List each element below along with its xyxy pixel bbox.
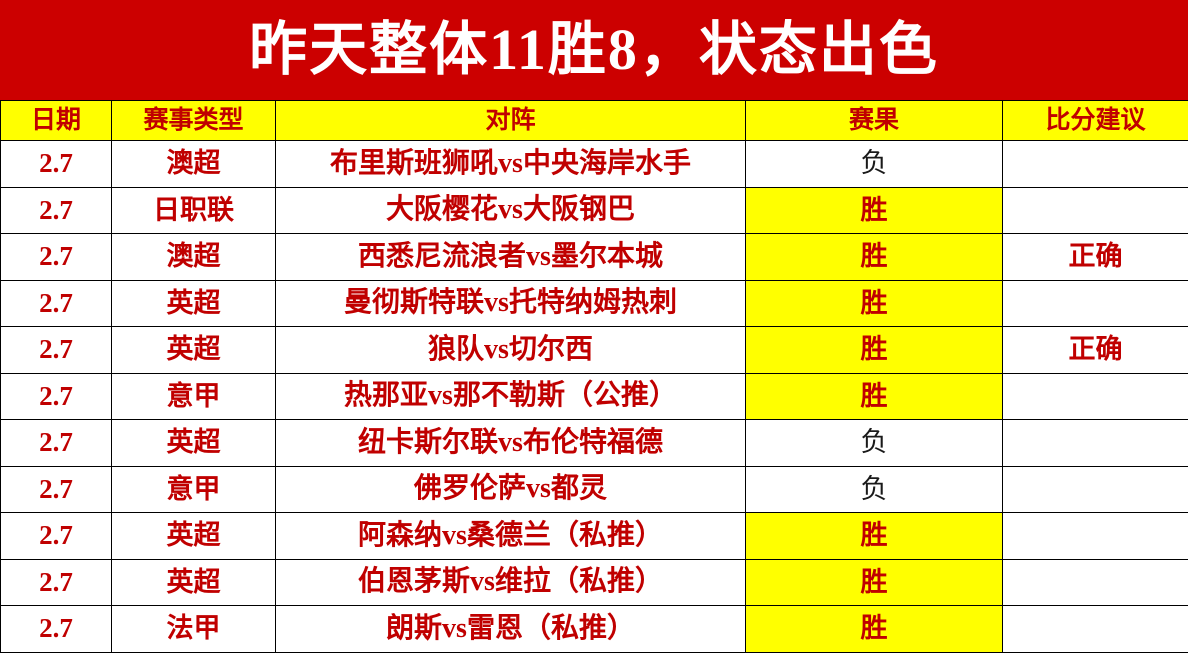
cell-advice xyxy=(1003,420,1188,467)
cell-league: 英超 xyxy=(112,280,276,327)
cell-result: 胜 xyxy=(746,513,1003,560)
cell-league: 日职联 xyxy=(112,187,276,234)
cell-date: 2.7 xyxy=(1,373,112,420)
cell-league: 英超 xyxy=(112,327,276,374)
cell-advice: 正确 xyxy=(1003,327,1188,374)
cell-date: 2.7 xyxy=(1,280,112,327)
cell-date: 2.7 xyxy=(1,327,112,374)
column-header-date: 日期 xyxy=(1,101,112,141)
cell-result: 胜 xyxy=(746,327,1003,374)
cell-advice xyxy=(1003,606,1188,653)
cell-date: 2.7 xyxy=(1,187,112,234)
cell-result: 负 xyxy=(746,420,1003,467)
column-header-result: 赛果 xyxy=(746,101,1003,141)
cell-result: 胜 xyxy=(746,559,1003,606)
cell-match: 阿森纳vs桑德兰（私推） xyxy=(276,513,746,560)
cell-match: 热那亚vs那不勒斯（公推） xyxy=(276,373,746,420)
cell-result: 胜 xyxy=(746,373,1003,420)
cell-match: 伯恩茅斯vs维拉（私推） xyxy=(276,559,746,606)
cell-match: 大阪樱花vs大阪钢巴 xyxy=(276,187,746,234)
cell-advice xyxy=(1003,513,1188,560)
cell-date: 2.7 xyxy=(1,513,112,560)
cell-result: 胜 xyxy=(746,606,1003,653)
page-title: 昨天整体11胜8，状态出色 xyxy=(249,21,939,79)
cell-result: 负 xyxy=(746,141,1003,188)
cell-league: 意甲 xyxy=(112,373,276,420)
cell-league: 英超 xyxy=(112,559,276,606)
cell-league: 法甲 xyxy=(112,606,276,653)
cell-league: 英超 xyxy=(112,513,276,560)
cell-advice xyxy=(1003,187,1188,234)
cell-match: 布里斯班狮吼vs中央海岸水手 xyxy=(276,141,746,188)
cell-match: 狼队vs切尔西 xyxy=(276,327,746,374)
cell-date: 2.7 xyxy=(1,606,112,653)
cell-match: 纽卡斯尔联vs布伦特福德 xyxy=(276,420,746,467)
cell-match: 曼彻斯特联vs托特纳姆热刺 xyxy=(276,280,746,327)
cell-match: 朗斯vs雷恩（私推） xyxy=(276,606,746,653)
table-header-row: 日期 赛事类型 对阵 赛果 比分建议 xyxy=(1,101,1188,141)
cell-league: 澳超 xyxy=(112,234,276,281)
cell-date: 2.7 xyxy=(1,420,112,467)
cell-result: 胜 xyxy=(746,280,1003,327)
cell-result: 负 xyxy=(746,466,1003,513)
cell-date: 2.7 xyxy=(1,141,112,188)
cell-league: 英超 xyxy=(112,420,276,467)
cell-date: 2.7 xyxy=(1,466,112,513)
cell-advice xyxy=(1003,559,1188,606)
cell-date: 2.7 xyxy=(1,559,112,606)
column-header-match: 对阵 xyxy=(276,101,746,141)
cell-match: 佛罗伦萨vs都灵 xyxy=(276,466,746,513)
cell-league: 澳超 xyxy=(112,141,276,188)
cell-result: 胜 xyxy=(746,187,1003,234)
cell-advice xyxy=(1003,141,1188,188)
cell-advice xyxy=(1003,466,1188,513)
table-header: 日期 赛事类型 对阵 赛果 比分建议 xyxy=(1,101,1188,141)
cell-advice xyxy=(1003,280,1188,327)
banner-header: 昨天整体11胜8，状态出色 xyxy=(0,0,1188,100)
cell-advice xyxy=(1003,373,1188,420)
cell-advice: 正确 xyxy=(1003,234,1188,281)
column-header-league: 赛事类型 xyxy=(112,101,276,141)
cell-result: 胜 xyxy=(746,234,1003,281)
cell-league: 意甲 xyxy=(112,466,276,513)
cell-date: 2.7 xyxy=(1,234,112,281)
cell-match: 西悉尼流浪者vs墨尔本城 xyxy=(276,234,746,281)
column-header-advice: 比分建议 xyxy=(1003,101,1188,141)
